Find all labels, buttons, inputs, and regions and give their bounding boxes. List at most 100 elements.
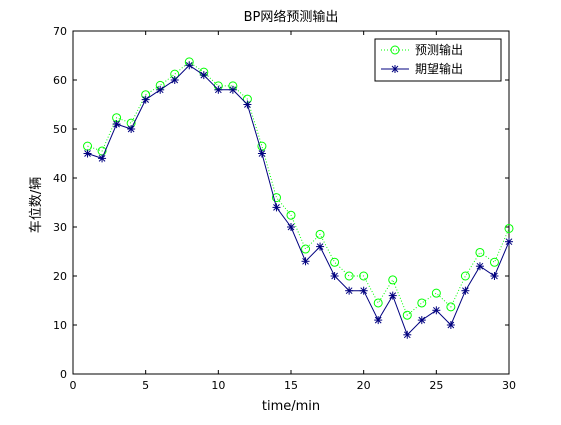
y-tick-label: 30 (53, 221, 67, 234)
star-stroke (403, 331, 411, 339)
star-stroke (476, 262, 484, 270)
legend: 预测输出 期望输出 (374, 38, 502, 82)
x-axis-label: time/min (262, 399, 320, 414)
star-stroke (316, 243, 324, 250)
predicted-point (489, 257, 499, 267)
star-stroke (302, 257, 309, 265)
y-tick-label: 20 (53, 270, 67, 283)
expected-point (316, 242, 325, 251)
predicted-point (344, 271, 354, 281)
y-tick-label: 60 (53, 74, 67, 87)
y-tick-labels: 0 10 20 30 40 50 60 70 (53, 25, 67, 381)
predicted-line (87, 61, 510, 317)
expected-point (257, 149, 266, 158)
expected-point (374, 316, 383, 325)
expected-point (112, 120, 121, 129)
star-stroke (156, 86, 164, 94)
expected-point (272, 203, 281, 212)
expected-point (83, 149, 92, 158)
star-stroke (127, 125, 135, 133)
y-axis-label: 车位数/辆 (28, 177, 44, 233)
predicted-point (431, 288, 441, 298)
expected-point (345, 286, 354, 295)
predicted-point (402, 310, 412, 320)
tick-marks (72, 30, 510, 375)
expected-point (199, 71, 208, 80)
predicted-point (330, 257, 340, 267)
y-tick-label: 0 (60, 368, 67, 381)
predicted-point (504, 223, 514, 233)
expected-point (359, 286, 368, 295)
star-stroke (331, 272, 338, 280)
expected-point (185, 61, 194, 70)
expected-point (417, 316, 426, 325)
expected-point (388, 291, 397, 300)
x-tick-label: 0 (70, 379, 77, 392)
x-tick-labels: 0 5 10 15 20 25 30 (70, 379, 517, 392)
predicted-point (446, 302, 456, 312)
x-tick-label: 15 (284, 379, 298, 392)
expected-point (446, 321, 455, 329)
expected-point (301, 257, 310, 266)
expected-point (287, 223, 295, 231)
expected-point (505, 237, 513, 246)
legend-marker-predicted (390, 45, 400, 55)
chart-title: BP网络预测输出 (244, 9, 339, 25)
star-stroke (185, 61, 193, 69)
predicted-point (359, 271, 369, 281)
predicted-point (271, 193, 281, 203)
expected-point (330, 272, 339, 280)
star-stroke (214, 86, 222, 94)
star-stroke (360, 287, 368, 295)
predicted-point (417, 298, 427, 308)
plot-area (72, 30, 510, 375)
expected-point (141, 95, 150, 104)
predicted-point (315, 229, 325, 239)
legend-marker-expected (391, 65, 399, 73)
predicted-point (388, 275, 398, 285)
expected-point (461, 286, 470, 295)
predicted-point (301, 244, 311, 254)
star-stroke (258, 150, 266, 157)
predicted-point (475, 247, 485, 257)
expected-point (243, 100, 252, 109)
expected-point (170, 76, 179, 84)
star-stroke (447, 321, 455, 329)
star-stroke (84, 150, 91, 157)
expected-point (475, 262, 484, 271)
predicted-point (460, 271, 470, 281)
predicted-point (286, 210, 296, 220)
star-stroke (171, 76, 179, 84)
star-stroke (345, 287, 353, 295)
expected-point (490, 272, 499, 280)
star-stroke (287, 223, 295, 231)
y-tick-label: 40 (53, 172, 67, 185)
star-stroke (505, 238, 513, 246)
expected-point (156, 85, 165, 94)
x-tick-label: 25 (429, 379, 443, 392)
x-tick-label: 5 (142, 379, 149, 392)
star-stroke (229, 86, 237, 94)
expected-point (228, 85, 237, 94)
star-stroke (491, 272, 498, 280)
predicted-point (373, 298, 383, 308)
expected-point (98, 154, 107, 163)
y-tick-label: 50 (53, 123, 67, 136)
expected-point (127, 125, 136, 133)
legend-label-predicted: 预测输出 (415, 42, 463, 57)
legend-label-expected: 期望输出 (415, 61, 463, 76)
star-stroke (273, 204, 280, 211)
star-stroke (432, 306, 440, 314)
star-stroke (113, 120, 120, 128)
y-tick-label: 10 (53, 319, 67, 332)
star-stroke (244, 101, 251, 108)
expected-point (403, 330, 412, 339)
star-stroke (98, 155, 106, 162)
x-tick-label: 20 (357, 379, 371, 392)
expected-point (432, 306, 441, 315)
y-tick-label: 70 (53, 25, 67, 38)
expected-point (214, 85, 223, 94)
star-stroke (462, 287, 469, 295)
